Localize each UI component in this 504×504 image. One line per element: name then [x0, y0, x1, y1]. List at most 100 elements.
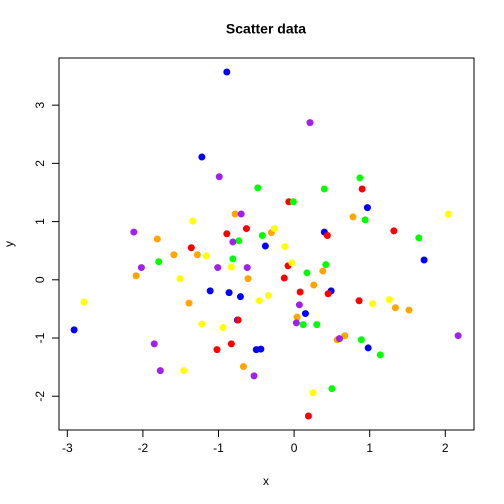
point: [322, 261, 330, 269]
point: [153, 235, 161, 243]
point: [239, 363, 247, 371]
point: [130, 228, 138, 236]
point: [355, 297, 363, 305]
point: [193, 251, 201, 259]
y-tick-label: 3: [33, 101, 47, 108]
point: [288, 259, 296, 267]
point: [405, 306, 413, 314]
point: [215, 173, 223, 181]
point: [281, 243, 289, 251]
point: [295, 301, 303, 309]
y-tick-label: -2: [33, 391, 47, 402]
x-tick-label: -2: [138, 441, 149, 455]
point: [280, 274, 288, 282]
point: [234, 316, 242, 324]
point: [242, 225, 250, 233]
point: [214, 264, 222, 272]
point: [415, 234, 423, 242]
point: [231, 210, 239, 218]
point: [223, 68, 231, 76]
point: [313, 321, 321, 329]
point: [454, 332, 462, 340]
point: [225, 289, 233, 297]
point: [335, 335, 343, 343]
point: [369, 300, 377, 308]
x-tick-label: 0: [291, 441, 298, 455]
x-axis-label: x: [263, 474, 269, 488]
point: [185, 299, 193, 307]
point: [223, 230, 231, 238]
point: [357, 336, 365, 344]
point: [229, 255, 237, 263]
y-tick-label: 0: [33, 276, 47, 283]
y-tick-label: -1: [33, 332, 47, 343]
point: [254, 184, 262, 192]
point: [390, 227, 398, 235]
point: [227, 263, 235, 271]
point: [303, 269, 311, 277]
point: [361, 216, 369, 224]
point: [189, 217, 197, 225]
point: [356, 174, 364, 182]
point: [244, 275, 252, 283]
x-tick-label: -1: [213, 441, 224, 455]
point: [319, 267, 327, 275]
point: [306, 119, 314, 127]
point: [376, 351, 384, 359]
x-tick-label: 2: [442, 441, 449, 455]
point: [292, 319, 300, 327]
point: [310, 281, 318, 289]
point: [270, 225, 278, 233]
point: [391, 304, 399, 312]
point: [252, 346, 260, 354]
point: [80, 298, 88, 306]
point: [349, 213, 357, 221]
point: [301, 310, 309, 318]
x-tick-label: 1: [366, 441, 373, 455]
point: [255, 297, 263, 305]
point: [198, 320, 206, 328]
point: [202, 252, 210, 260]
point: [213, 346, 221, 354]
y-tick-label: 2: [33, 160, 47, 167]
point: [198, 153, 206, 161]
point: [363, 204, 371, 212]
point: [180, 367, 188, 375]
point: [320, 185, 328, 193]
point: [155, 258, 163, 266]
plot-frame: [58, 57, 475, 431]
point: [236, 293, 244, 301]
point: [250, 372, 258, 380]
point: [219, 324, 227, 332]
point: [187, 244, 195, 252]
point: [229, 238, 237, 246]
point: [420, 256, 428, 264]
point: [170, 251, 178, 259]
point: [385, 296, 393, 304]
point: [227, 340, 235, 348]
x-tick-label: -3: [62, 441, 73, 455]
point: [176, 275, 184, 283]
point: [293, 313, 301, 321]
point: [328, 385, 336, 393]
point: [137, 264, 145, 272]
point: [323, 232, 331, 240]
point: [243, 264, 251, 272]
point: [296, 288, 304, 296]
point: [299, 321, 307, 329]
point: [341, 332, 349, 340]
point: [237, 210, 245, 218]
point: [289, 198, 297, 206]
y-tick-label: 1: [33, 218, 47, 225]
point: [258, 232, 266, 240]
point: [206, 287, 214, 295]
point: [235, 237, 243, 245]
point: [70, 326, 78, 334]
y-axis-label: y: [2, 241, 16, 247]
point: [261, 242, 269, 250]
chart-title: Scatter data: [226, 21, 306, 37]
point: [132, 272, 140, 280]
point: [264, 292, 272, 300]
point: [324, 290, 332, 298]
